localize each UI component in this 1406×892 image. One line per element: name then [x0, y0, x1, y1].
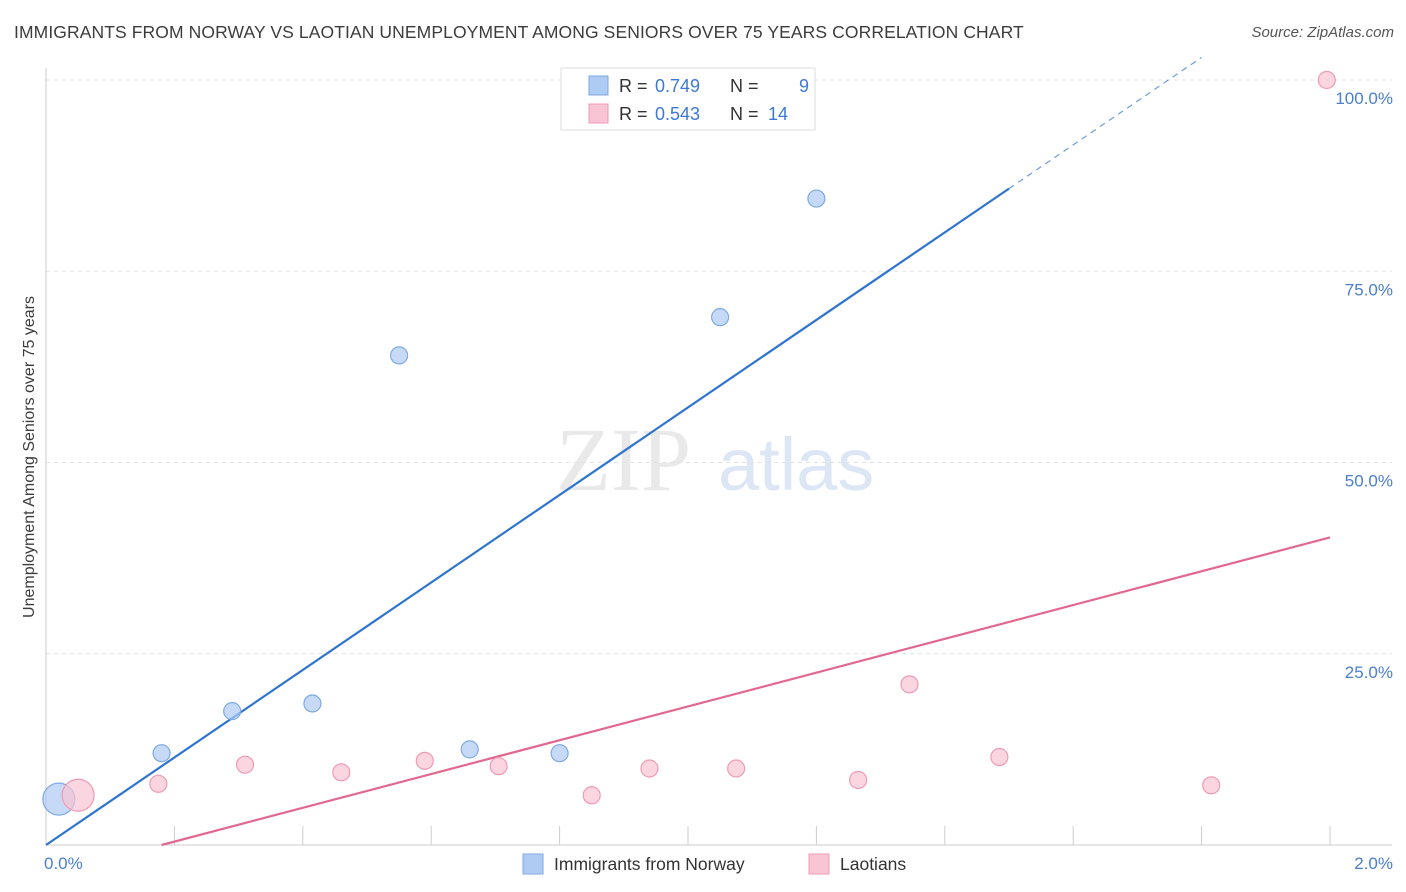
trend-line-norway: [45, 187, 1010, 846]
y-tick-labels: 25.0% 50.0% 75.0% 100.0%: [1335, 89, 1393, 682]
trend-lines: [45, 56, 1331, 847]
trend-line-laotians: [161, 536, 1331, 847]
y-tick-label: 100.0%: [1335, 89, 1393, 108]
watermark-zip: ZIP: [556, 411, 691, 510]
legend-r-label-norway: R =: [619, 76, 648, 96]
point-norway: [550, 744, 569, 763]
y-tick-label: 25.0%: [1345, 663, 1393, 682]
stats-legend: R = 0.749 N = 9 R = 0.543 N = 14: [560, 67, 816, 131]
x-tick-labels: 0.0% 2.0%: [44, 854, 1393, 873]
point-laotians: [640, 759, 659, 778]
point-norway: [303, 694, 322, 713]
point-laotians: [727, 759, 746, 778]
source-label: Source: ZipAtlas.com: [1251, 24, 1394, 41]
legend-r-value-laotians: 0.543: [655, 104, 700, 124]
point-norway: [390, 346, 409, 365]
y-axis-label: Unemployment Among Seniors over 75 years: [21, 296, 38, 618]
point-norway: [807, 189, 826, 208]
legend-n-value-laotians: 14: [768, 104, 788, 124]
point-laotians: [1202, 776, 1221, 795]
trend-line-norway-extension: [1008, 56, 1202, 190]
legend-r-value-norway: 0.749: [655, 76, 700, 96]
gridlines: [46, 79, 1392, 655]
y-tick-label: 75.0%: [1345, 280, 1393, 299]
point-laotians: [1317, 70, 1336, 90]
point-laotians: [900, 675, 919, 694]
bottom-legend-label-norway: Immigrants from Norway: [554, 854, 745, 874]
point-laotians: [990, 747, 1009, 767]
legend-swatch-laotians: [588, 103, 609, 124]
point-norway: [710, 308, 730, 327]
watermark-atlas: atlas: [718, 423, 874, 506]
bottom-legend-label-laotians: Laotians: [840, 854, 906, 874]
point-norway: [223, 702, 242, 721]
y-tick-label: 50.0%: [1345, 472, 1393, 491]
legend-n-label-laotians: N =: [730, 104, 759, 124]
point-laotians: [61, 778, 95, 812]
bottom-legend-swatch-laotians: [808, 853, 830, 875]
point-laotians: [235, 755, 255, 774]
legend-n-value-norway: 9: [799, 76, 809, 96]
x-tick-label: 2.0%: [1354, 854, 1393, 873]
legend-r-label-laotians: R =: [619, 104, 648, 124]
point-laotians: [582, 786, 601, 805]
point-norway: [460, 740, 479, 759]
chart-title: IMMIGRANTS FROM NORWAY VS LAOTIAN UNEMPL…: [14, 22, 1024, 42]
point-laotians: [149, 774, 168, 793]
point-norway: [152, 744, 171, 763]
legend-n-label-norway: N =: [730, 76, 759, 96]
bottom-legend-swatch-norway: [522, 853, 544, 875]
point-laotians: [489, 757, 508, 776]
x-tick-label: 0.0%: [44, 854, 83, 873]
legend-swatch-norway: [588, 75, 609, 96]
point-laotians: [849, 770, 868, 790]
point-laotians: [415, 751, 434, 770]
point-laotians: [332, 763, 351, 782]
series-legend: Immigrants from Norway Laotians: [522, 853, 906, 875]
data-points: [42, 70, 1336, 816]
axes: [45, 68, 1392, 846]
